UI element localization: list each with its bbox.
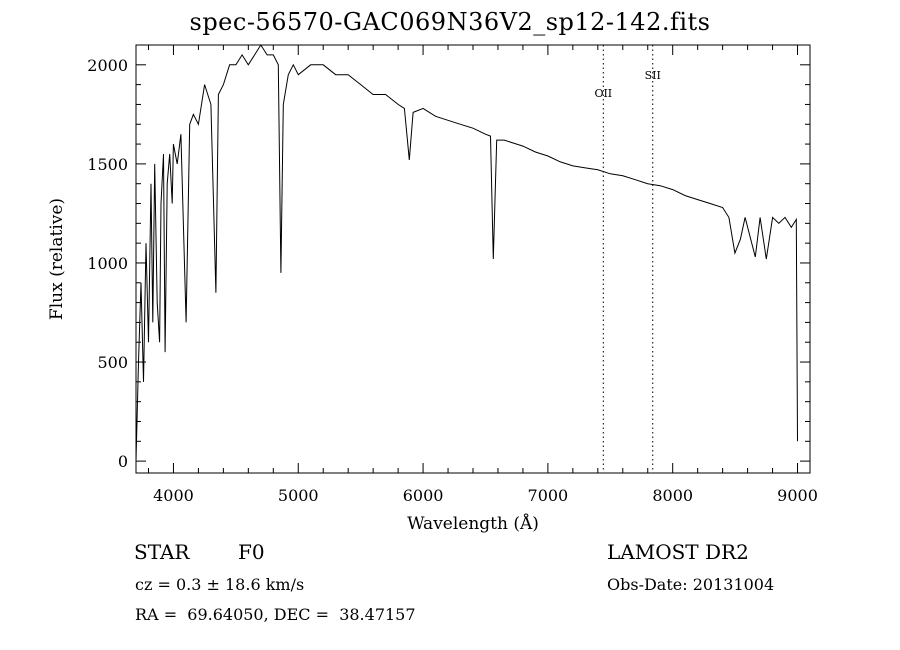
x-tick-label: 6000 [403,486,444,505]
y-tick-label: 1000 [87,254,128,273]
y-axis-label: Flux (relative) [47,198,67,320]
x-tick-label: 5000 [278,486,319,505]
observation-date: Obs-Date: 20131004 [607,575,775,594]
spectrum-line [135,44,798,462]
coordinates: RA = 69.64050, DEC = 38.47157 [135,605,416,624]
y-tick-label: 0 [118,452,128,471]
x-tick-label: 7000 [528,486,569,505]
object-type: STAR [134,540,190,564]
chart-marks: 4000 5000 6000 7000 8000 9000 0 500 1000 1500 2000… [47,44,818,534]
y-tick-label: 2000 [87,56,128,75]
y-tick-label: 1500 [87,155,128,174]
line-marker-label: SII [645,69,661,82]
plot-frame [135,44,811,474]
x-axis-label: Wavelength (Å) [407,513,539,534]
line-marker-label: OII [594,87,612,100]
redshift-line: cz = 0.3 ± 18.6 km/s [135,575,305,594]
chart-title: spec-56570-GAC069N36V2_sp12-142.fits [189,8,711,36]
x-tick-label: 4000 [153,486,194,505]
survey-name: LAMOST DR2 [607,540,749,564]
y-tick-label: 500 [97,353,128,372]
x-tick-label: 9000 [777,486,818,505]
x-tick-label: 8000 [652,486,693,505]
object-class: F0 [238,540,265,564]
